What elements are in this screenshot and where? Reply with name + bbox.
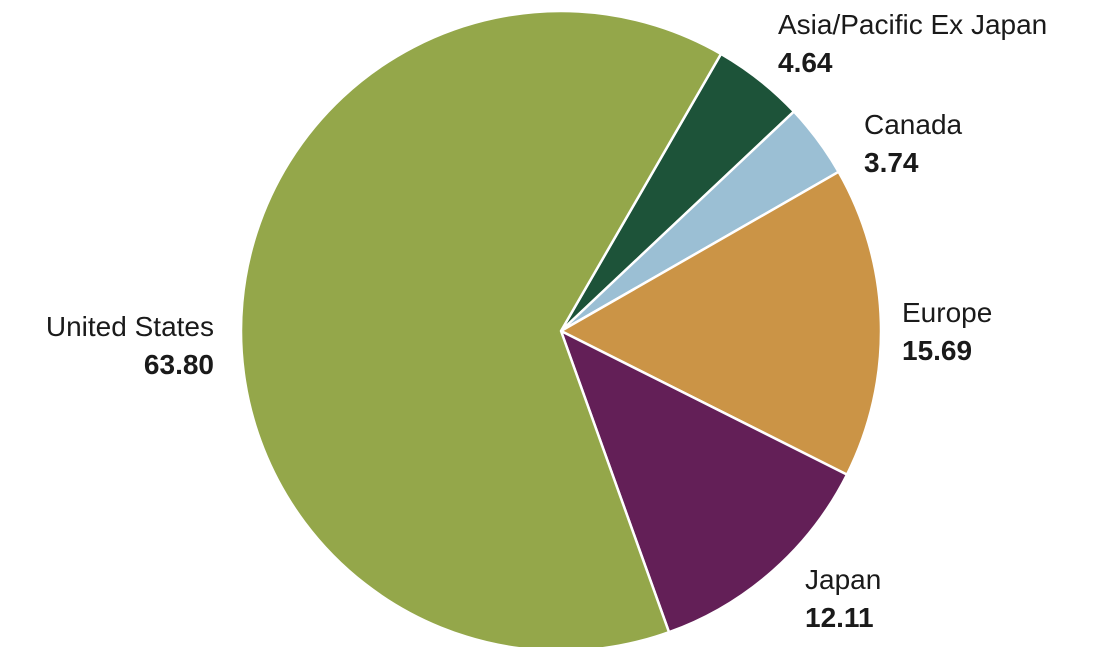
slice-label-europe: Europe	[902, 297, 992, 328]
pie-labels: Asia/Pacific Ex Japan 4.64 Canada 3.74 Europ…	[46, 9, 1047, 633]
pie-slice-europe	[559, 170, 883, 476]
pie-slice-united-states	[239, 9, 723, 652]
slice-label-japan: Japan	[805, 564, 881, 595]
slice-value-united-states: 63.80	[144, 349, 214, 380]
pie-slices	[239, 9, 883, 652]
slice-label-asia-pacific-ex-japan: Asia/Pacific Ex Japan	[778, 9, 1047, 40]
slice-value-asia-pacific-ex-japan: 4.64	[778, 47, 833, 78]
slice-label-united-states: United States	[46, 311, 214, 342]
slice-value-japan: 12.11	[805, 602, 874, 633]
slice-value-europe: 15.69	[902, 335, 972, 366]
slice-label-canada: Canada	[864, 109, 963, 140]
pie-slice-japan	[559, 329, 849, 634]
slice-value-canada: 3.74	[864, 147, 919, 178]
